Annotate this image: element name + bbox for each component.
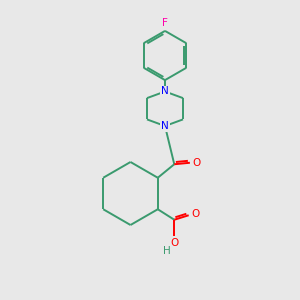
Text: O: O xyxy=(170,238,178,248)
Text: O: O xyxy=(191,209,200,219)
Text: H: H xyxy=(163,246,171,256)
Text: F: F xyxy=(162,17,168,28)
Text: N: N xyxy=(161,121,169,131)
Text: N: N xyxy=(161,86,169,97)
Text: O: O xyxy=(192,158,201,168)
